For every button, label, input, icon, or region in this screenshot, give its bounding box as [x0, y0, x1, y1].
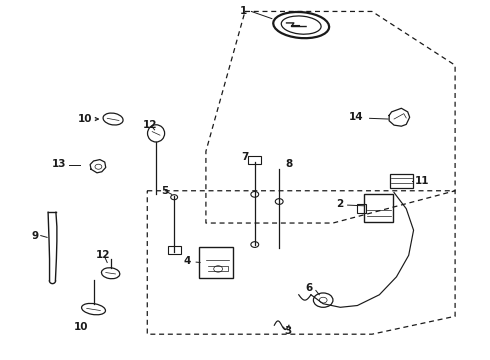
Text: 12: 12	[143, 121, 157, 130]
FancyBboxPatch shape	[168, 246, 180, 253]
Text: 3: 3	[284, 326, 292, 336]
Text: 1: 1	[240, 6, 247, 16]
Text: 10: 10	[74, 322, 89, 332]
Text: 4: 4	[184, 256, 191, 266]
Text: 10: 10	[77, 114, 92, 124]
FancyBboxPatch shape	[248, 156, 261, 164]
Text: 5: 5	[161, 186, 168, 196]
Text: 12: 12	[96, 250, 111, 260]
Text: 8: 8	[285, 159, 293, 169]
Text: 2: 2	[336, 199, 343, 210]
Text: 11: 11	[415, 176, 429, 186]
Text: 13: 13	[52, 159, 67, 169]
Circle shape	[171, 195, 177, 200]
Circle shape	[251, 192, 259, 197]
Text: 9: 9	[31, 231, 38, 240]
Circle shape	[275, 199, 283, 204]
Circle shape	[251, 242, 259, 247]
Text: 14: 14	[349, 112, 364, 122]
Text: 7: 7	[241, 152, 249, 162]
Text: 6: 6	[306, 283, 313, 293]
